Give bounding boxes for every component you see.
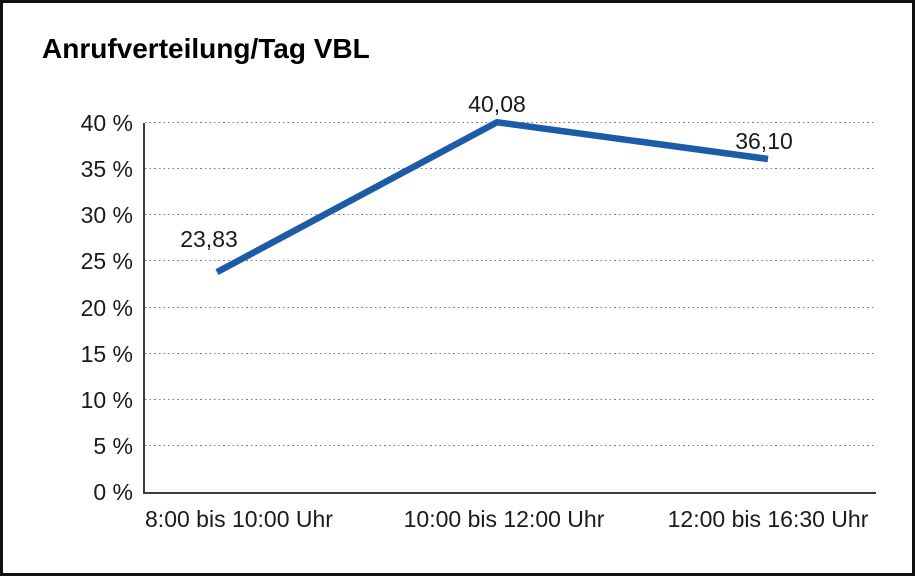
y-tick-label: 30 %: [80, 202, 133, 229]
y-gridline: [145, 214, 874, 217]
y-gridline: [145, 306, 874, 309]
y-tick-label: 25 %: [80, 248, 133, 275]
y-tick-label: 40 %: [80, 110, 133, 136]
y-gridline: [145, 122, 874, 124]
y-tick-label: 20 %: [80, 294, 133, 321]
y-gridline: [145, 352, 874, 355]
x-axis-line: [143, 492, 876, 494]
y-gridline: [145, 168, 874, 171]
chart-title: Anrufverteilung/Tag VBL: [42, 33, 370, 64]
y-tick-label: 35 %: [80, 156, 133, 183]
data-point-label: 36,10: [735, 127, 793, 154]
y-tick-label: 15 %: [80, 340, 133, 367]
x-tick-label: 10:00 bis 12:00 Uhr: [403, 506, 605, 532]
trend-line: [215, 118, 769, 276]
y-tick-label: 10 %: [80, 386, 133, 413]
y-tick-label: 0 %: [93, 479, 133, 505]
y-gridline: [145, 398, 874, 401]
data-line-layer: [215, 118, 769, 276]
y-gridline: [145, 260, 874, 263]
x-tick-label: 8:00 bis 10:00 Uhr: [145, 506, 333, 532]
data-point-label: 23,83: [180, 226, 238, 253]
y-axis-line: [143, 123, 145, 494]
data-point-label: 40,08: [468, 91, 526, 118]
y-tick-label: 5 %: [93, 432, 133, 459]
x-tick-label: 12:00 bis 16:30 Uhr: [667, 506, 869, 532]
y-gridline: [145, 444, 874, 447]
